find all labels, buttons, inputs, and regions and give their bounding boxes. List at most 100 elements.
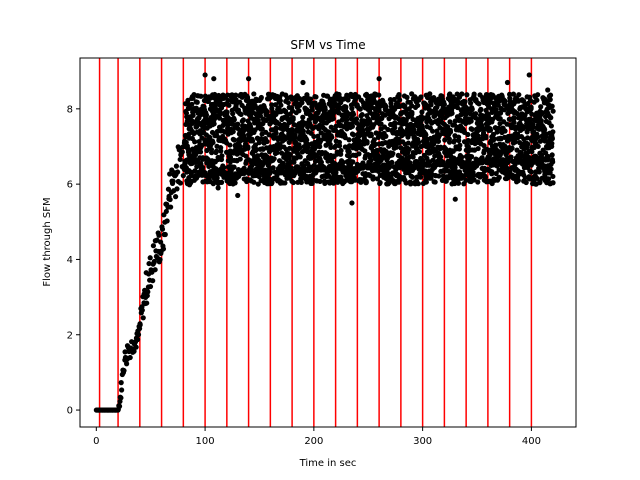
data-point xyxy=(249,163,255,169)
data-point xyxy=(456,137,462,144)
data-point xyxy=(173,163,180,169)
data-point xyxy=(274,149,280,156)
data-point xyxy=(278,102,284,108)
y-axis-label: Flow through SFM xyxy=(42,197,53,286)
data-point xyxy=(219,153,225,159)
data-point xyxy=(511,119,517,126)
data-point xyxy=(240,117,246,123)
data-point xyxy=(475,133,481,139)
data-point xyxy=(404,94,410,100)
data-point xyxy=(356,151,362,157)
data-point xyxy=(317,144,323,150)
data-point xyxy=(344,117,350,123)
data-point xyxy=(336,143,343,149)
data-point xyxy=(336,104,342,110)
data-point xyxy=(139,307,145,313)
y-axis-ticks: 0 2 4 6 8 xyxy=(67,104,80,417)
data-point xyxy=(427,91,433,97)
data-point xyxy=(548,166,554,172)
data-point xyxy=(487,152,493,158)
data-point xyxy=(459,91,465,97)
data-point xyxy=(496,174,502,180)
data-point xyxy=(163,208,169,215)
data-point xyxy=(548,114,554,121)
data-point xyxy=(296,108,302,114)
data-point xyxy=(457,142,463,148)
data-point xyxy=(218,179,225,185)
data-point xyxy=(535,134,541,140)
data-point xyxy=(273,130,279,136)
data-point xyxy=(497,115,503,122)
data-point xyxy=(396,136,402,142)
data-point xyxy=(118,395,124,401)
data-point xyxy=(392,120,399,127)
data-point xyxy=(528,104,534,110)
data-point xyxy=(346,137,352,143)
data-point xyxy=(371,137,377,143)
data-point xyxy=(392,125,398,131)
data-point xyxy=(255,153,261,159)
data-point xyxy=(550,173,556,180)
data-point xyxy=(237,156,243,162)
data-point xyxy=(409,174,416,180)
data-point xyxy=(476,101,482,107)
data-point xyxy=(350,159,356,165)
data-point xyxy=(535,143,541,149)
data-point xyxy=(376,107,382,114)
data-point xyxy=(277,98,283,104)
data-point xyxy=(124,361,130,367)
data-point xyxy=(135,332,142,338)
data-point xyxy=(370,176,376,182)
data-point xyxy=(475,179,481,185)
data-point xyxy=(291,159,297,165)
data-point xyxy=(235,192,241,199)
data-point xyxy=(230,111,236,117)
data-point xyxy=(258,94,264,101)
x-axis-ticks: 0 100 200 300 400 xyxy=(93,427,541,447)
data-point xyxy=(167,171,173,177)
data-point xyxy=(430,157,436,163)
data-point xyxy=(459,154,465,160)
data-point xyxy=(481,143,487,149)
data-point xyxy=(122,349,128,355)
data-point xyxy=(133,344,139,350)
data-point xyxy=(423,132,429,138)
data-point xyxy=(225,97,231,104)
data-point xyxy=(300,79,306,86)
data-point xyxy=(483,133,489,139)
data-point xyxy=(382,112,388,118)
data-point xyxy=(547,97,553,103)
data-point xyxy=(210,139,216,146)
data-point xyxy=(198,93,204,99)
data-point xyxy=(300,114,306,120)
data-point xyxy=(343,104,349,110)
data-point xyxy=(389,159,395,166)
data-point xyxy=(273,126,279,132)
data-point xyxy=(150,243,157,249)
data-point xyxy=(292,135,298,141)
data-point xyxy=(158,239,164,245)
data-point xyxy=(435,138,442,144)
data-point xyxy=(374,176,381,182)
y-tick-label: 8 xyxy=(67,104,73,115)
data-point xyxy=(157,256,163,263)
data-point xyxy=(391,96,397,103)
data-point xyxy=(119,387,125,393)
data-point xyxy=(514,131,521,137)
data-point xyxy=(359,112,365,118)
data-point xyxy=(437,154,444,160)
data-point xyxy=(463,111,469,118)
data-point xyxy=(465,131,471,138)
data-point xyxy=(530,124,536,130)
data-point xyxy=(549,158,556,164)
data-point xyxy=(192,168,198,174)
data-point xyxy=(376,76,382,82)
data-point xyxy=(269,102,275,108)
data-point xyxy=(330,180,337,186)
data-point xyxy=(549,136,555,142)
x-tick-label: 400 xyxy=(522,436,541,447)
data-point xyxy=(118,380,124,386)
data-point xyxy=(329,134,335,140)
data-point xyxy=(548,123,554,129)
data-point xyxy=(121,368,127,374)
